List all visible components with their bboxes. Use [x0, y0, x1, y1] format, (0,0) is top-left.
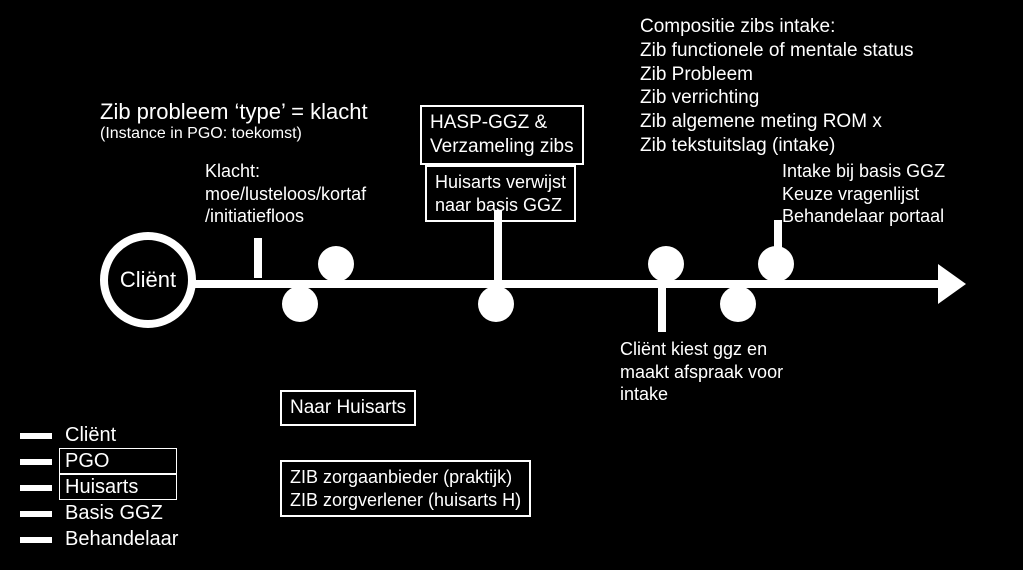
timeline-tick [254, 238, 262, 278]
legend-label: Basis GGZ [65, 502, 163, 525]
label-compositie: Compositie zibs intake: Zib functionele … [640, 15, 914, 158]
label-client_kiest: Cliënt kiest ggz en maakt afspraak voor … [620, 338, 783, 406]
timeline-node [720, 286, 756, 322]
box-huisarts: Huisarts verwijst naar basis GGZ [425, 165, 576, 222]
legend-bar [20, 433, 52, 439]
label-title: Zib probleem ‘type’ = klacht [100, 98, 368, 126]
timeline-tick [658, 284, 666, 332]
box-hasp: HASP-GGZ & Verzameling zibs [420, 105, 584, 165]
label-intake: Intake bij basis GGZ Keuze vragenlijst B… [782, 160, 945, 228]
client-circle: Cliënt [100, 232, 196, 328]
timeline-node [648, 246, 684, 282]
timeline-arrowhead [938, 264, 966, 304]
legend-box [59, 474, 177, 500]
legend-bar [20, 511, 52, 517]
legend-bar [20, 459, 52, 465]
label-subtitle: (Instance in PGO: toekomst) [100, 124, 302, 144]
box-zib: ZIB zorgaanbieder (praktijk) ZIB zorgver… [280, 460, 531, 517]
label-klacht: Klacht: moe/lusteloos/kortaf /initiatief… [205, 160, 366, 228]
legend-label: Cliënt [65, 424, 116, 447]
timeline-node [758, 246, 794, 282]
legend-bar [20, 485, 52, 491]
timeline-node [282, 286, 318, 322]
timeline-node [478, 286, 514, 322]
legend-label: Behandelaar [65, 528, 178, 551]
box-naar: Naar Huisarts [280, 390, 416, 426]
legend-box [59, 448, 177, 474]
client-circle-label: Cliënt [120, 267, 176, 293]
legend-bar [20, 537, 52, 543]
timeline-node [318, 246, 354, 282]
